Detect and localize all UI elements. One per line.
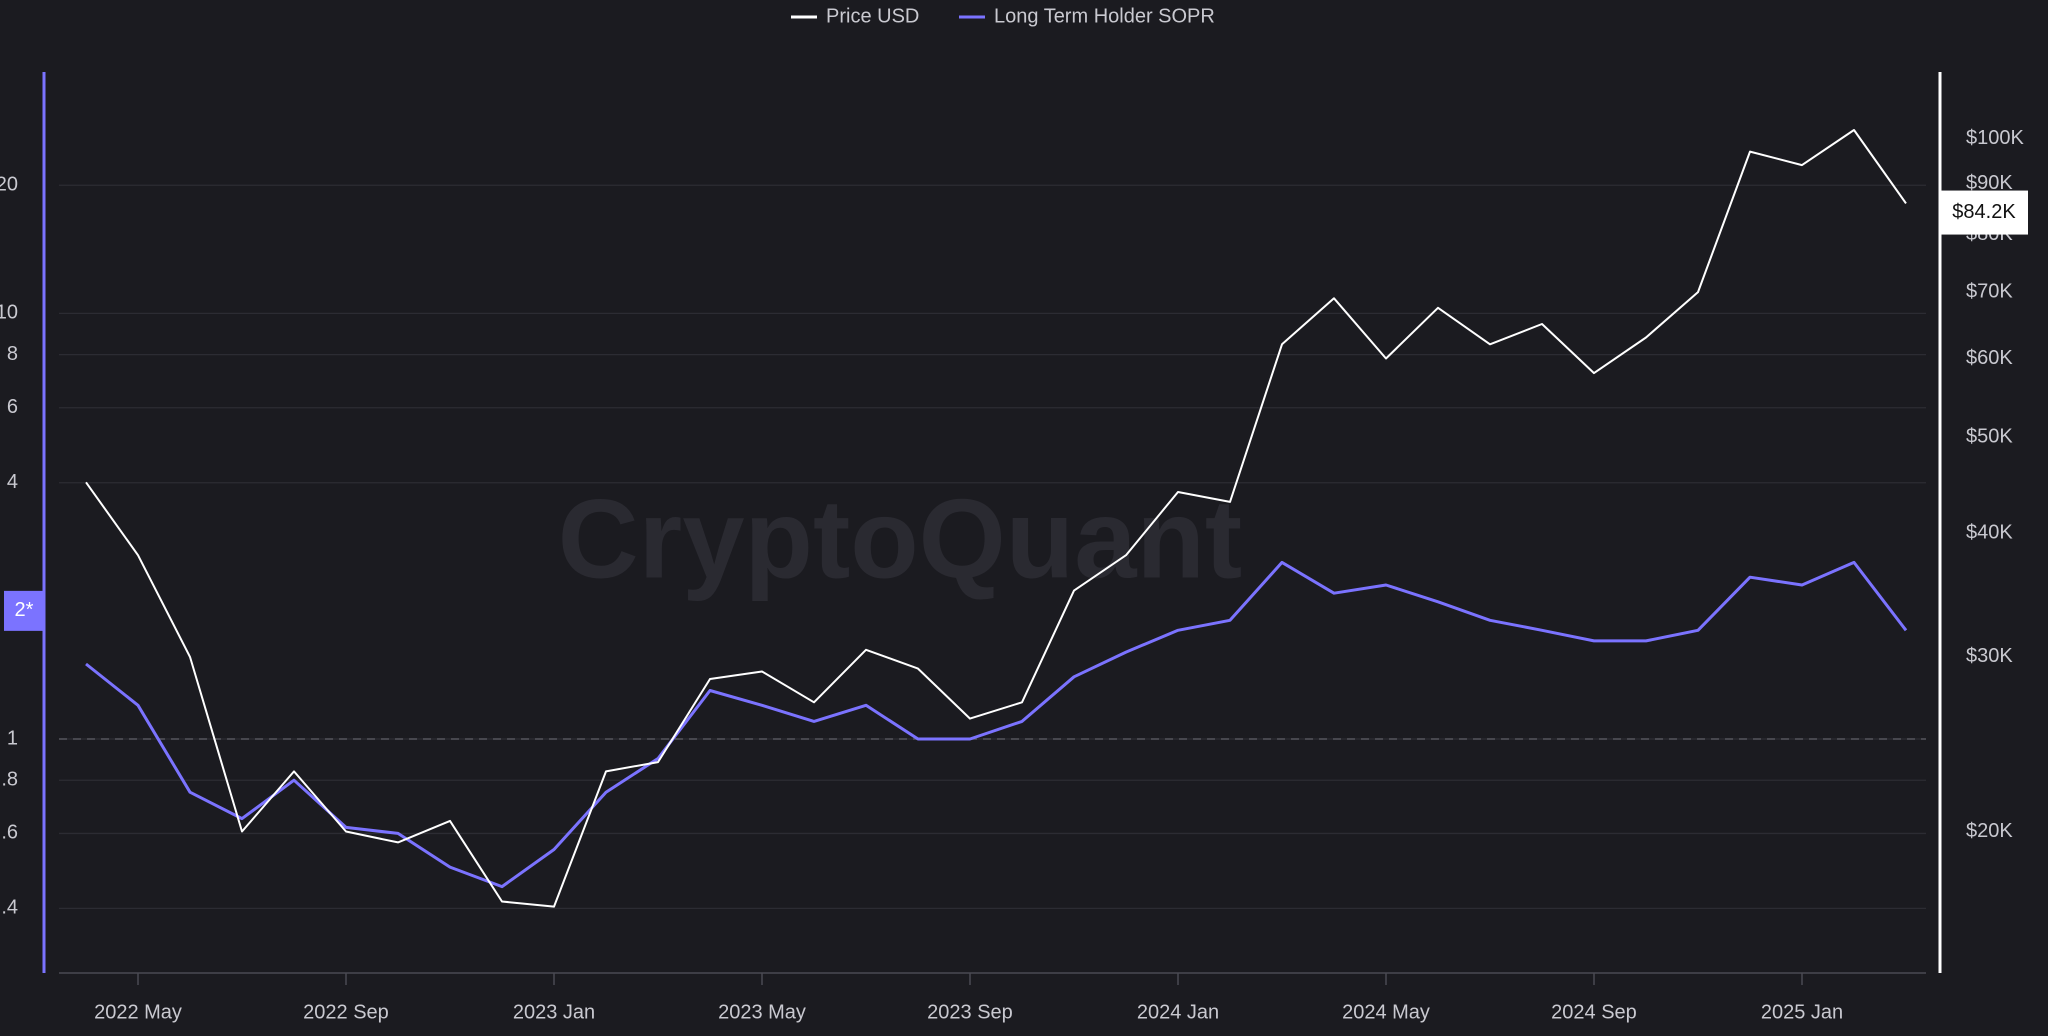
- legend-label: Long Term Holder SOPR: [994, 5, 1215, 27]
- y-tick-label: .6: [1, 822, 18, 844]
- x-tick-label: 2022 May: [94, 1001, 182, 1023]
- y-tick-label: 6: [7, 396, 18, 418]
- series-line: [85, 129, 1907, 908]
- legend-label: Price USD: [826, 5, 919, 27]
- y-tick-label: 20: [0, 174, 18, 196]
- y2-marker-box: [1940, 190, 2028, 235]
- x-tick-label: 2024 Sep: [1551, 1001, 1637, 1023]
- y2-tick-label: $40K: [1966, 521, 2013, 543]
- y-tick-label: 1: [7, 727, 18, 749]
- y2-tick-label: $60K: [1966, 347, 2013, 369]
- watermark: CryptoQuant: [558, 477, 1242, 602]
- y-marker-label: 2*: [15, 599, 34, 621]
- x-tick-label: 2023 Sep: [927, 1001, 1013, 1023]
- x-tick-label: 2022 Sep: [303, 1001, 389, 1023]
- x-tick-label: 2024 May: [1342, 1001, 1430, 1023]
- y2-tick-label: $90K: [1966, 172, 2013, 194]
- y2-tick-label: $70K: [1966, 280, 2013, 302]
- y-tick-label: 10: [0, 302, 18, 324]
- y-tick-label: 4: [7, 471, 18, 493]
- y2-tick-label: $20K: [1966, 820, 2013, 842]
- x-tick-label: 2023 May: [718, 1001, 806, 1023]
- y2-tick-label: $50K: [1966, 425, 2013, 447]
- y2-marker-label: $84.2K: [1952, 201, 2016, 223]
- x-tick-label: 2024 Jan: [1137, 1001, 1219, 1023]
- x-tick-label: 2025 Jan: [1761, 1001, 1843, 1023]
- y-tick-label: 8: [7, 343, 18, 365]
- y-tick-label: .4: [1, 897, 18, 919]
- y-tick-label: .8: [1, 769, 18, 791]
- y2-tick-label: $30K: [1966, 645, 2013, 667]
- y-marker-box: [4, 590, 44, 631]
- series-line: [85, 560, 1908, 889]
- y2-tick-label: $100K: [1966, 127, 2024, 149]
- x-tick-label: 2023 Jan: [513, 1001, 595, 1023]
